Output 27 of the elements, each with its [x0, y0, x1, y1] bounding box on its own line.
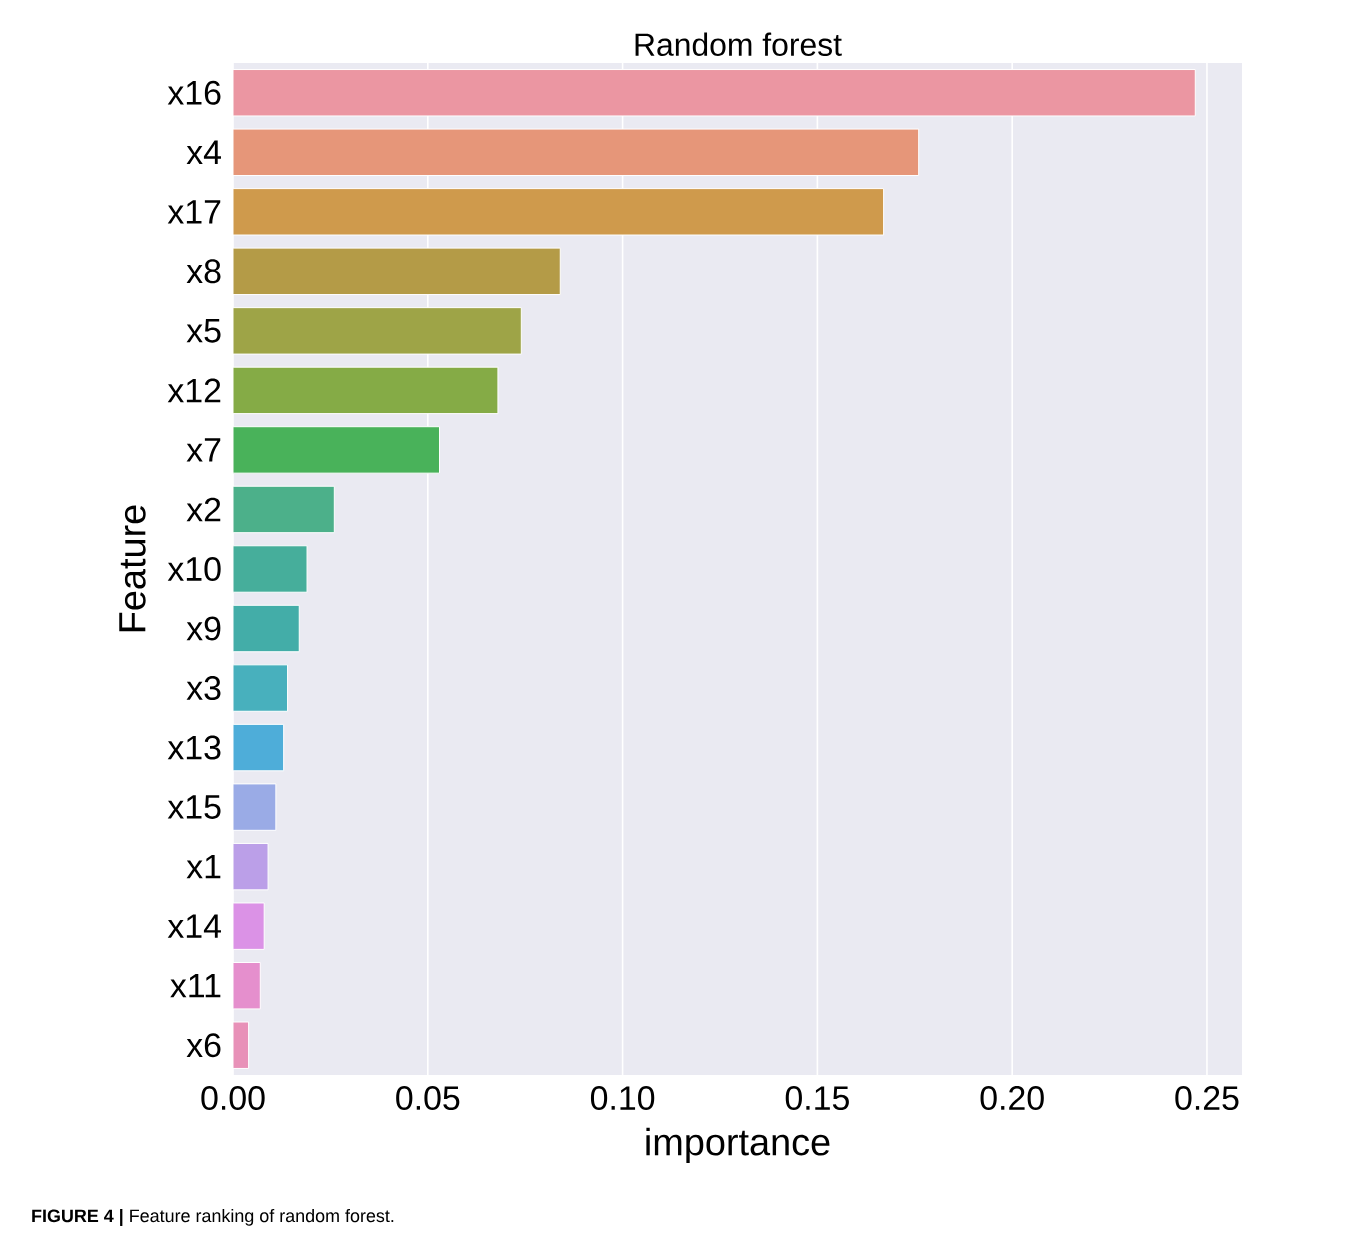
x-axis-title: importance [646, 1127, 830, 1163]
x-tick-label: 0.00 [201, 1086, 265, 1111]
x-tick-label: 0.20 [980, 1086, 1044, 1111]
x-tick-label: 0.15 [785, 1086, 849, 1111]
chart-title: Random forest [635, 32, 842, 56]
y-tick-label: x4 [186, 140, 221, 164]
x-tick-label: 0.10 [590, 1086, 655, 1111]
y-tick-label: x12 [167, 378, 221, 403]
y-tick-label: x11 [170, 974, 221, 998]
x-tick-label: 0.05 [396, 1086, 460, 1111]
y-tick-label: x14 [167, 914, 221, 938]
y-tick-label: x5 [186, 319, 221, 343]
y-tick-label: x8 [186, 259, 221, 284]
y-tick-label: x3 [186, 676, 221, 701]
y-tick-label: x1 [186, 854, 221, 879]
y-tick-label: x15 [167, 795, 221, 819]
y-tick-label: x7 [186, 438, 221, 462]
y-tick-label: x10 [167, 556, 221, 581]
y-tick-label: x16 [167, 80, 221, 105]
y-tick-label: x2 [186, 497, 221, 522]
y-tick-label: x17 [167, 200, 221, 224]
y-tick-label: x6 [186, 1033, 221, 1058]
text: FIGURE 4 | Feature ranking of random forest. [32, 1208, 394, 1226]
y-axis-title: Feature [119, 505, 146, 632]
x-tick-label: 0.25 [1175, 1086, 1239, 1111]
y-tick-label: x13 [167, 735, 221, 760]
y-tick-label: x9 [186, 616, 221, 641]
